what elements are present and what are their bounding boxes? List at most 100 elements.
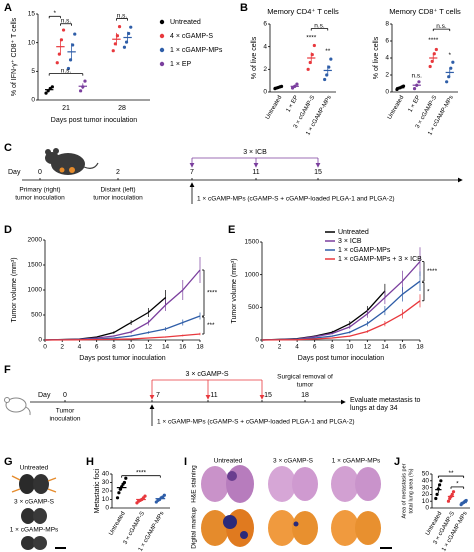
timeline-label: Day — [38, 392, 51, 399]
event-label: tumor inoculation — [15, 195, 65, 202]
data-point — [61, 28, 66, 32]
y-tick-label: 20 — [422, 491, 430, 498]
x-tick-label: 16 — [179, 344, 187, 351]
y-axis-label: % of live cells — [373, 36, 380, 79]
data-point — [124, 476, 128, 480]
legend-label: 1 × cGAMP-MPs — [170, 47, 223, 54]
data-point — [323, 77, 327, 82]
x-tick-label: 4 — [78, 344, 82, 351]
image-label: 1 × cGAMP-MPs — [10, 527, 59, 534]
panel-label: F — [4, 364, 11, 376]
significance-label: n.s. — [314, 22, 325, 29]
y-tick-label: 500 — [248, 304, 259, 311]
x-tick-label: 10 — [127, 344, 135, 351]
event-label: tumor inoculation — [93, 195, 143, 202]
significance-label: **** — [306, 34, 317, 41]
y-tick-label: 40 — [422, 478, 430, 485]
significance-label: n.s. — [61, 67, 72, 74]
x-tick-label: Untreated — [265, 95, 283, 121]
x-tick-label: 6 — [95, 344, 99, 351]
legend-marker — [159, 47, 165, 53]
x-tick-label: 1 × EP — [408, 95, 422, 114]
data-point — [435, 492, 439, 496]
significance-label: **** — [207, 290, 218, 297]
y-tick-label: 0 — [31, 97, 35, 104]
event-label: inoculation — [49, 416, 80, 423]
x-tick-label: 14 — [381, 344, 389, 351]
histology-images — [201, 465, 392, 549]
significance-label: * — [448, 52, 451, 59]
mouse-icon — [45, 148, 99, 175]
y-tick-label: 10 — [422, 498, 430, 505]
x-axis-label: Days post tumor inoculation — [51, 117, 137, 124]
y-tick-label: 0 — [385, 89, 389, 96]
data-point — [83, 79, 87, 83]
day-label: 0 — [63, 392, 67, 399]
data-point — [428, 64, 432, 69]
chart-title: Memory CD4⁺ T cells — [267, 7, 339, 16]
data-point — [412, 87, 417, 91]
x-tick-label: 10 — [346, 344, 354, 351]
image-label: 3 × cGAMP-S — [14, 499, 55, 506]
day-label: 11 — [210, 392, 217, 399]
treatment-label: 3 × ICB — [243, 149, 267, 156]
y-tick-label: 1000 — [245, 271, 260, 278]
data-point — [122, 480, 127, 485]
day-label: 7 — [156, 392, 160, 399]
significance-label: **** — [428, 37, 439, 44]
data-point — [143, 494, 147, 498]
data-point — [438, 483, 442, 487]
significance-label: **** — [136, 469, 147, 476]
data-point — [73, 32, 77, 36]
event-label: lungs at day 34 — [350, 405, 398, 412]
mouse-icon — [4, 397, 31, 416]
data-point — [115, 496, 120, 500]
y-tick-label: 0 — [105, 505, 109, 512]
data-point — [117, 25, 122, 29]
data-point — [306, 67, 310, 71]
y-axis-label: Area of metastasis per — [401, 463, 407, 518]
y-tick-label: 2 — [263, 66, 267, 73]
x-tick-label: 8 — [112, 344, 116, 351]
y-axis-label: total lung area (%) — [408, 468, 414, 513]
legend-label: 1 × cGAMP-MPs — [338, 247, 391, 254]
panel-label: G — [4, 456, 13, 468]
day-label: 18 — [301, 392, 309, 399]
data-point — [451, 490, 456, 494]
column-label: 1 × cGAMP-MPs — [332, 458, 381, 465]
y-tick-label: 2000 — [28, 237, 43, 244]
data-point — [66, 66, 71, 71]
data-point — [434, 496, 438, 501]
x-tick-label: 18 — [196, 344, 204, 351]
y-tick-label: 15 — [28, 11, 36, 18]
data-point — [401, 84, 406, 88]
y-tick-label: 1000 — [28, 287, 43, 294]
y-tick-label: 4 — [385, 55, 389, 62]
data-point — [117, 491, 121, 495]
data-point — [445, 80, 449, 84]
x-tick-label: 2 — [278, 344, 282, 351]
data-point — [129, 25, 133, 29]
data-point — [44, 91, 48, 95]
data-point — [290, 86, 295, 90]
event-label: Tumor — [56, 408, 75, 415]
day-label: 7 — [190, 169, 194, 176]
legend-label: 3 × ICB — [338, 238, 362, 245]
event-label: Distant (left) — [100, 187, 135, 194]
column-label: Untreated — [214, 458, 243, 465]
y-axis-label: Metastatic foci — [94, 468, 101, 513]
day-label: 15 — [314, 169, 322, 176]
y-tick-label: 50 — [422, 471, 430, 478]
x-tick-label: 0 — [260, 344, 264, 351]
y-tick-label: 30 — [102, 479, 110, 486]
legend-marker — [159, 61, 165, 67]
significance-label: n.s. — [436, 23, 447, 30]
significance-label: n.s. — [117, 12, 128, 19]
y-axis-label: Tumor volume (mm³) — [11, 257, 18, 322]
x-tick-label: 14 — [162, 344, 170, 351]
series-line — [44, 297, 167, 341]
y-tick-label: 500 — [31, 312, 42, 319]
data-point — [451, 60, 455, 64]
